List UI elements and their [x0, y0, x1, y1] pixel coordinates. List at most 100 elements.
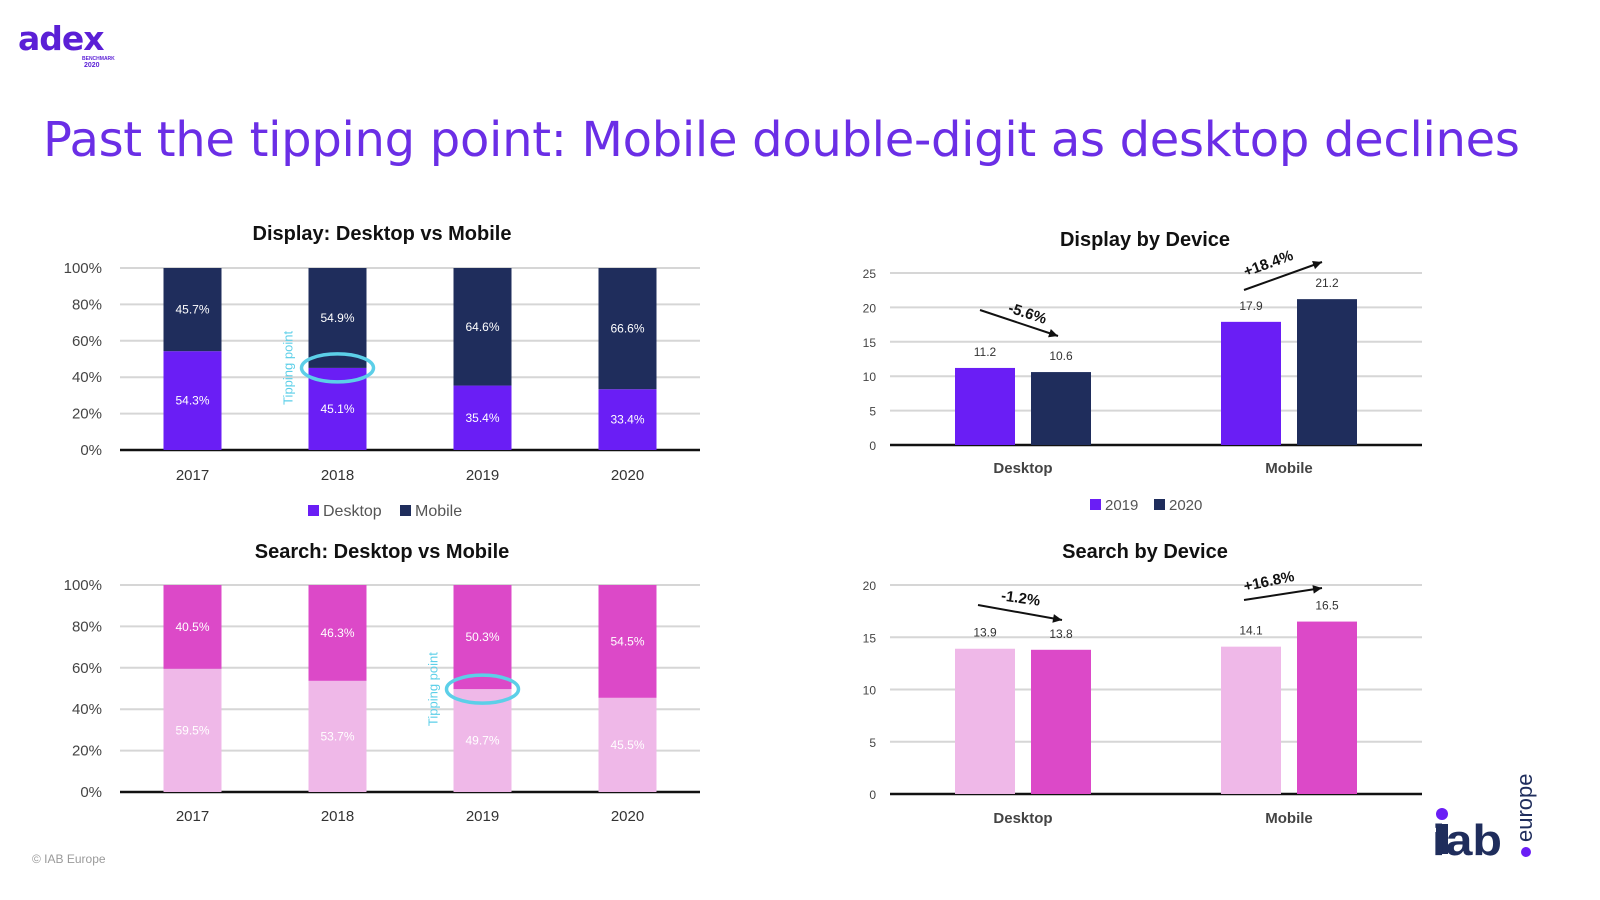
growth-arrow — [1243, 261, 1323, 291]
y-tick-label: 5 — [869, 405, 876, 419]
x-tick-label: 2018 — [321, 808, 354, 825]
legend-label: 2019 — [1105, 497, 1138, 514]
bar-mobile-2017 — [163, 268, 222, 352]
data-label: 45.5% — [610, 738, 644, 752]
adex-logo: adex BENCHMARK 2020 — [18, 22, 138, 72]
chart-title: Display by Device — [1060, 229, 1230, 251]
y-tick-label: 15 — [863, 631, 877, 645]
legend-label: 2020 — [1169, 497, 1202, 514]
x-tick-label: 2019 — [466, 467, 499, 484]
growth-label: +16.8% — [1242, 568, 1296, 595]
y-tick-label: 15 — [863, 336, 877, 350]
growth-arrow-head — [1052, 614, 1062, 623]
adex-logo-sub: BENCHMARK — [82, 56, 115, 62]
chart-title: Display: Desktop vs Mobile — [253, 223, 512, 245]
bar-2019-desktop — [955, 367, 1015, 445]
data-label: 53.7% — [320, 729, 354, 743]
chart-title: Search: Desktop vs Mobile — [255, 541, 510, 563]
data-label: 17.9 — [1239, 299, 1263, 313]
bar-mobile-2020 — [598, 585, 657, 698]
y-tick-label: 20 — [863, 579, 877, 593]
iab-logo-suffix: europe — [1512, 773, 1537, 842]
legend-swatch-desktop — [308, 505, 319, 516]
data-label: 40.5% — [175, 620, 209, 634]
y-tick-label: 0% — [80, 784, 102, 801]
growth-arrow — [979, 309, 1059, 337]
data-label: 54.3% — [175, 394, 209, 408]
growth-label: -5.6% — [1006, 300, 1049, 328]
data-label: 13.9 — [973, 626, 997, 640]
data-label: 45.7% — [175, 303, 209, 317]
x-tick-label: 2019 — [466, 808, 499, 825]
growth-arrow-head — [1312, 585, 1322, 594]
y-tick-label: 100% — [64, 260, 102, 277]
bar-mobile-2018 — [308, 268, 367, 368]
y-tick-label: 60% — [72, 333, 102, 350]
bar-desktop-2020 — [598, 697, 657, 792]
data-label: 64.6% — [465, 320, 499, 334]
legend-swatch-2019 — [1090, 499, 1101, 510]
tipping-point-marker — [299, 352, 376, 384]
data-label: 46.3% — [320, 626, 354, 640]
bar-mobile-2019 — [453, 585, 512, 690]
y-tick-label: 5 — [869, 736, 876, 750]
x-tick-label: Desktop — [993, 810, 1052, 827]
y-tick-label: 20% — [72, 406, 102, 423]
data-label: 66.6% — [610, 322, 644, 336]
data-label: 14.1 — [1239, 624, 1263, 638]
growth-label: +18.4% — [1241, 247, 1295, 281]
search-device-chart: Search by Device 0 5 10 15 20 13.9 13.8 Desktop 1… — [863, 541, 1422, 827]
tipping-point-label: Tipping point — [281, 331, 296, 405]
data-label: 16.5 — [1315, 599, 1339, 613]
y-tick-label: 0 — [869, 439, 876, 453]
iab-logo-word: iab — [1432, 816, 1502, 862]
bar-2019-mobile — [1221, 321, 1281, 445]
bar-2020-desktop — [1031, 372, 1091, 445]
legend-swatch-mobile — [400, 505, 411, 516]
bar-desktop-2020 — [598, 389, 657, 450]
legend-label: Mobile — [415, 503, 462, 520]
y-tick-label: 10 — [863, 684, 877, 698]
data-label: 45.1% — [320, 402, 354, 416]
y-tick-label: 25 — [863, 267, 877, 281]
bar-desktop-2017 — [163, 668, 222, 792]
growth-label: -1.2% — [1000, 587, 1041, 609]
x-tick-label: 2020 — [611, 467, 644, 484]
growth-arrow — [1243, 587, 1323, 601]
data-label: 33.4% — [610, 413, 644, 427]
iab-europe-logo: iab europe — [1432, 773, 1537, 862]
data-label: 10.6 — [1049, 349, 1073, 363]
iab-logo-mark: iab europe — [1432, 773, 1537, 862]
growth-arrow — [977, 604, 1063, 621]
y-tick-label: 60% — [72, 660, 102, 677]
data-label: 59.5% — [175, 723, 209, 737]
growth-arrow-head — [1312, 260, 1322, 270]
x-tick-label: Mobile — [1265, 810, 1313, 827]
x-tick-label: 2018 — [321, 467, 354, 484]
data-label: 13.8 — [1049, 627, 1073, 641]
bar-desktop-2017 — [163, 351, 222, 450]
x-tick-label: 2017 — [176, 467, 209, 484]
page-title: Past the tipping point: Mobile double-di… — [43, 112, 1520, 168]
x-tick-label: Mobile — [1265, 460, 1313, 477]
y-tick-label: 0 — [869, 788, 876, 802]
x-tick-label: Desktop — [993, 460, 1052, 477]
bar-desktop-2019 — [453, 385, 512, 450]
y-tick-label: 40% — [72, 701, 102, 718]
display-share-chart: Display: Desktop vs Mobile 0% 20% 40% 60% 80%… — [64, 223, 700, 520]
data-label: 35.4% — [465, 411, 499, 425]
data-label: 11.2 — [974, 345, 997, 359]
adex-logo-word: adex — [18, 19, 105, 58]
legend-swatch-2020 — [1154, 499, 1165, 510]
bar-2019-desktop — [955, 648, 1015, 794]
legend-label: Desktop — [323, 503, 382, 520]
bar-desktop-2018 — [308, 680, 367, 792]
data-label: 54.5% — [610, 634, 644, 648]
data-label: 49.7% — [465, 734, 499, 748]
chart-title: Search by Device — [1062, 541, 1228, 563]
data-label: 54.9% — [320, 311, 354, 325]
y-tick-label: 80% — [72, 618, 102, 635]
tipping-point-marker — [444, 673, 521, 705]
bar-mobile-2017 — [163, 585, 222, 669]
copyright-notice: © IAB Europe — [32, 852, 106, 866]
